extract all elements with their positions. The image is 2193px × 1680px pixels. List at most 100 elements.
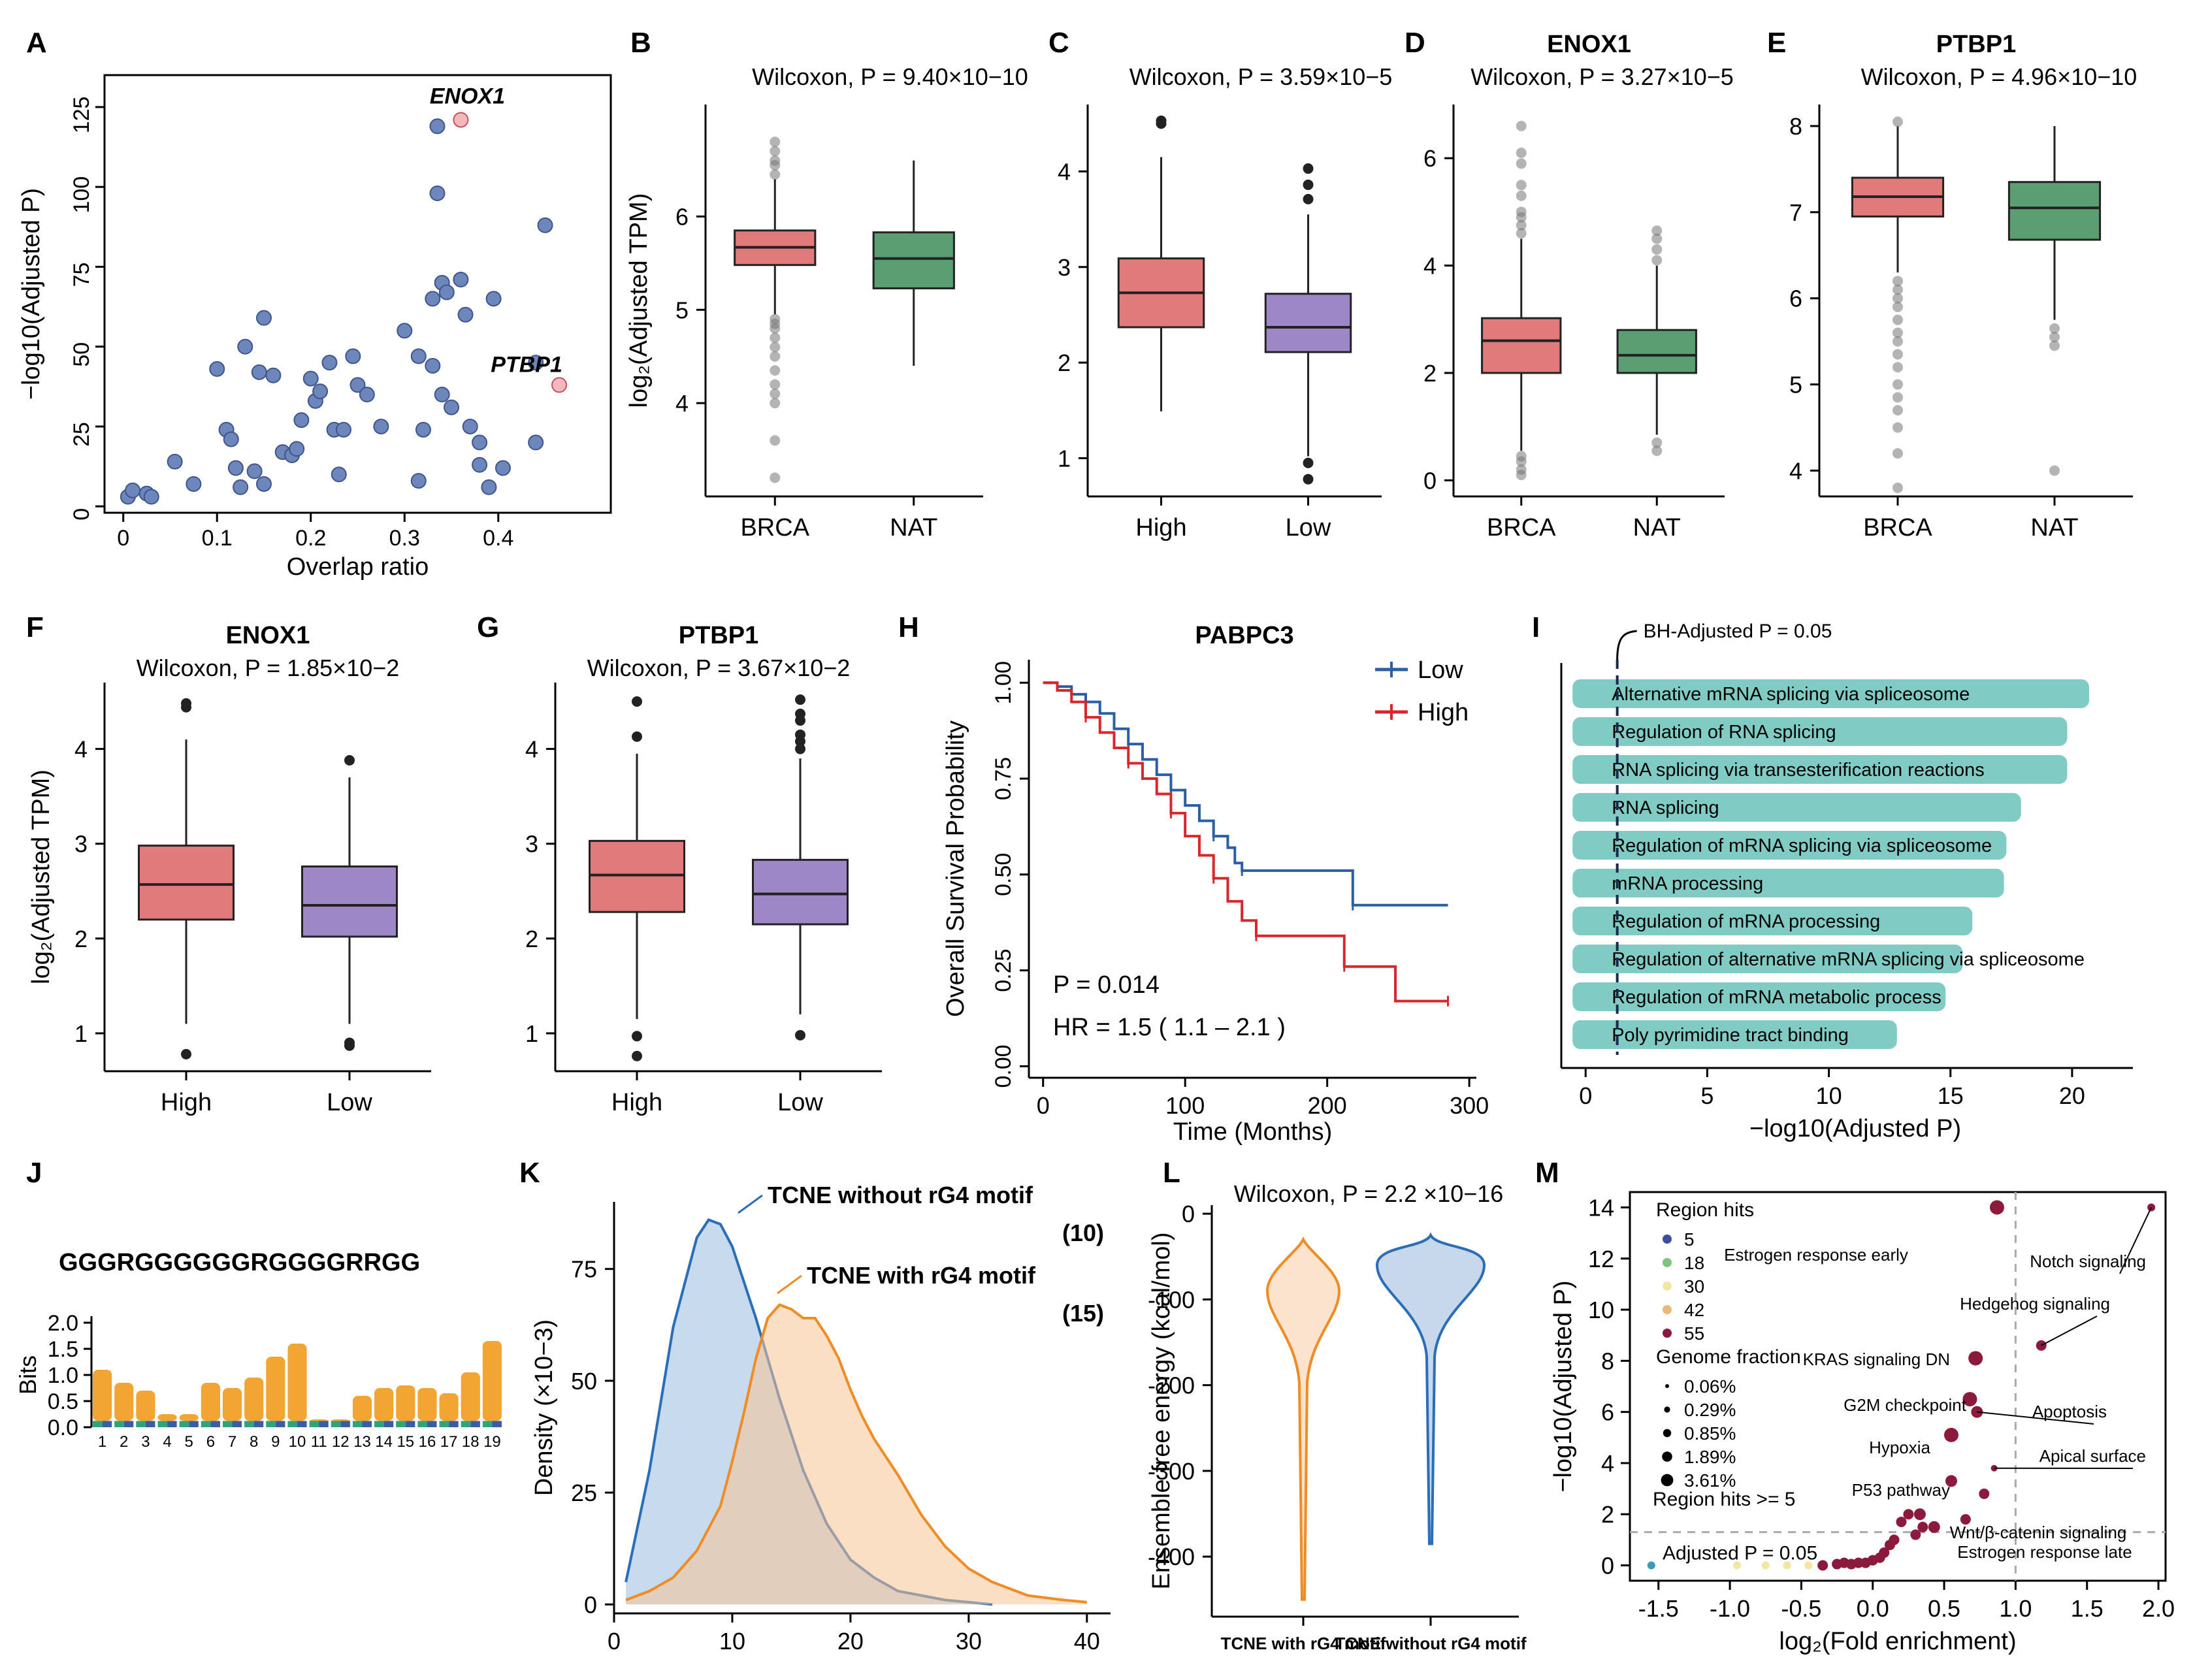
- y-tick-label: 0: [584, 1591, 597, 1618]
- scatter-point: [321, 355, 338, 371]
- y-axis-label: log₂(Adjusted TPM): [625, 193, 653, 408]
- bar-go-term: [1572, 869, 2004, 897]
- y-tick-label: 1: [1058, 445, 1071, 472]
- highlight-point: [1928, 1521, 1940, 1533]
- panel-gene-title: ENOX1: [1547, 31, 1631, 58]
- logo-position: 16: [419, 1433, 436, 1451]
- box-outlier: [344, 755, 355, 766]
- x-tick-label: -0.5: [1781, 1595, 1821, 1622]
- point-label: Estrogen response late: [1957, 1542, 2132, 1562]
- highlight-point: [1913, 1508, 1926, 1521]
- bar-go-term: [1572, 717, 2068, 746]
- logo-letter-a: [417, 1421, 427, 1427]
- point-label: Hypoxia: [1869, 1438, 1930, 1457]
- scatter-point: [1860, 1557, 1871, 1568]
- box-outlier: [1303, 457, 1314, 468]
- scatter-point: [528, 434, 544, 451]
- box-outlier: [1651, 225, 1663, 236]
- box-outlier: [2049, 323, 2060, 334]
- logo-letter-c: [297, 1421, 307, 1427]
- panel-letter-A: A: [26, 27, 47, 59]
- box-outlier: [795, 708, 805, 719]
- y-tick-label: 1: [525, 1020, 538, 1047]
- logo-letter-g: [244, 1378, 264, 1421]
- point-label: Hedgehog signaling: [1960, 1294, 2110, 1314]
- density-fill: [626, 1304, 1087, 1605]
- x-axis-label: Time (Months): [1173, 1118, 1333, 1146]
- panel-letter-I: I: [1532, 611, 1540, 643]
- logo-position: 5: [185, 1433, 193, 1451]
- x-tick-label: High: [611, 1089, 662, 1116]
- legend-size-swatch: [1664, 1406, 1670, 1413]
- y-tick-label: 75: [571, 1256, 597, 1283]
- scatter-point: [255, 310, 272, 326]
- logo-letter-g: [374, 1388, 394, 1421]
- scatter-point: [495, 460, 511, 476]
- box-outlier: [770, 398, 781, 409]
- logo-letter-c: [383, 1421, 394, 1427]
- logo-position: 19: [483, 1433, 501, 1451]
- box-outlier: [1892, 336, 1903, 347]
- box-outlier: [632, 696, 642, 707]
- box-nat: [1616, 329, 1697, 374]
- x-tick-label: BRCA: [1863, 514, 1932, 541]
- point-label: Estrogen response early: [1724, 1245, 1908, 1265]
- x-tick-label: 2.0: [2142, 1595, 2175, 1622]
- y-tick-label: 0.50: [991, 853, 1016, 896]
- box-low: [752, 858, 849, 926]
- panel-letter-J: J: [26, 1157, 42, 1189]
- logo-position: 6: [206, 1433, 215, 1451]
- logo-letter-a: [201, 1421, 211, 1427]
- box-nat: [872, 231, 955, 289]
- y-tick-label: 12: [1588, 1246, 1614, 1272]
- y-axis-label: −log10(Adjusted P): [1550, 1280, 1577, 1492]
- y-tick-label: 4: [1058, 158, 1071, 185]
- label-leader: [2119, 1207, 2152, 1274]
- logo-letter-c: [362, 1421, 372, 1427]
- x-tick-label: Low: [1286, 514, 1331, 541]
- scatter-point: [1884, 1540, 1895, 1551]
- scatter-point: [335, 421, 351, 438]
- logo-position: 3: [141, 1433, 150, 1451]
- box-outlier: [1892, 362, 1903, 373]
- panel-gene-title: PTBP1: [679, 622, 758, 649]
- logo-position: 13: [353, 1433, 371, 1451]
- logo-letter-g: [114, 1383, 134, 1421]
- legend-swatch: [1663, 1282, 1672, 1291]
- x-tick-label: 0.1: [202, 526, 233, 551]
- legend-label: 5: [1684, 1229, 1695, 1250]
- panel-letter-H: H: [898, 611, 919, 643]
- annotation-hr: HR = 1.5 ( 1.1 – 2.1 ): [1053, 1014, 1286, 1041]
- x-tick-label: 0.5: [1928, 1595, 1960, 1622]
- panel-gene-title: PABPC3: [1195, 622, 1293, 649]
- logo-letter-g: [157, 1414, 177, 1421]
- logo-letter-c: [123, 1421, 134, 1427]
- box-outlier: [770, 365, 781, 376]
- violin-shape: [1375, 1232, 1486, 1545]
- scatter-point: [302, 370, 319, 387]
- box-outlier: [1156, 115, 1167, 126]
- y-tick-label: 3: [525, 831, 538, 858]
- scatter-point: [345, 348, 361, 364]
- label-arrow: [738, 1194, 763, 1214]
- x-tick-label: High: [1135, 514, 1186, 541]
- y-tick-label: 5: [1789, 372, 1802, 398]
- bar-label: Regulation of mRNA processing: [1612, 911, 1880, 932]
- y-tick-label: 3: [1058, 254, 1071, 281]
- logo-letter-g: [439, 1393, 459, 1421]
- logo-letter-a: [136, 1421, 146, 1427]
- x-tick-label: 0: [1037, 1092, 1050, 1119]
- box-outlier: [1516, 180, 1527, 191]
- box-outlier: [1892, 284, 1903, 295]
- scatter-point: [425, 358, 441, 374]
- point-label: Apical surface: [2039, 1446, 2146, 1466]
- y-tick-label: 75: [69, 263, 94, 287]
- box-outlier: [1303, 163, 1314, 174]
- box-high: [589, 839, 685, 913]
- legend-label: High: [1418, 699, 1469, 726]
- scatter-point: [444, 399, 460, 415]
- highlight-point: [1945, 1475, 1957, 1487]
- box-low: [1264, 293, 1352, 353]
- y-tick-label: 2: [74, 926, 88, 952]
- y-tick-label: 2: [1423, 360, 1437, 387]
